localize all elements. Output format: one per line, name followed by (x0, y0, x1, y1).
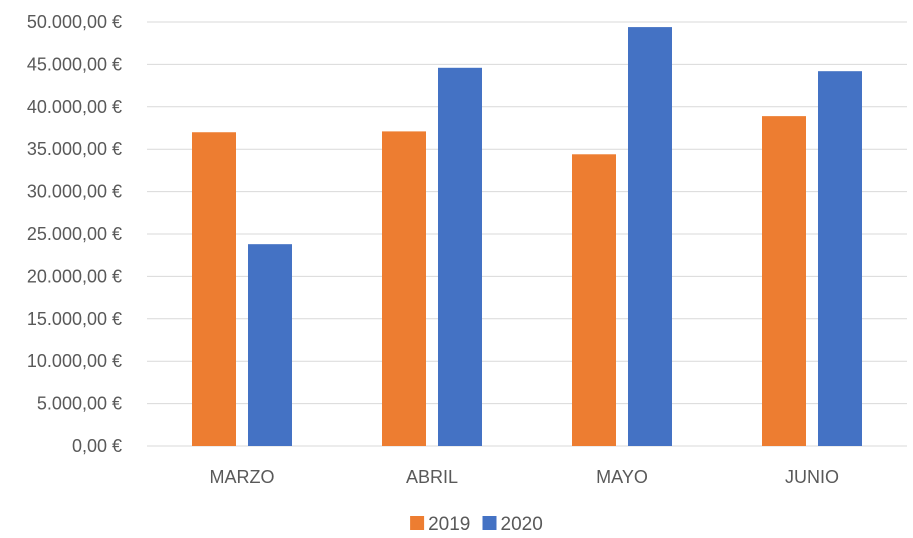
bar-2020-mayo (628, 27, 672, 446)
legend-swatch-2019 (410, 516, 425, 530)
legend-label-2020: 2020 (501, 514, 543, 535)
bars (192, 27, 862, 447)
x-axis-category-labels: MARZO ABRIL MAYO JUNIO (210, 467, 840, 487)
legend-label-2019: 2019 (428, 514, 470, 535)
y-tick-label: 35.000,00 € (27, 139, 122, 159)
y-tick-label: 25.000,00 € (27, 224, 122, 244)
bar-2020-marzo (248, 244, 292, 446)
y-tick-label: 5.000,00 € (37, 394, 122, 414)
legend: 2019 2020 (410, 514, 543, 535)
y-axis-tick-labels: 0,00 € 5.000,00 € 10.000,00 € 15.000,00 € 20… (27, 12, 122, 456)
bar-2019-junio (762, 116, 806, 447)
bar-2020-abril (438, 67, 482, 447)
bar-2019-abril (382, 131, 426, 446)
y-tick-label: 30.000,00 € (27, 182, 122, 202)
y-tick-label: 45.000,00 € (27, 54, 122, 74)
x-category-label: JUNIO (785, 467, 839, 487)
y-tick-label: 0,00 € (72, 436, 122, 456)
x-category-label: MAYO (596, 467, 648, 487)
y-tick-label: 20.000,00 € (27, 266, 122, 286)
y-tick-label: 50.000,00 € (27, 12, 122, 32)
y-tick-label: 15.000,00 € (27, 309, 122, 329)
bar-2020-junio (818, 71, 862, 447)
bar-2019-marzo (192, 132, 236, 447)
legend-swatch-2020 (482, 516, 497, 530)
x-category-label: MARZO (210, 467, 275, 487)
x-category-label: ABRIL (406, 467, 458, 487)
bar-2019-mayo (572, 154, 616, 446)
y-tick-label: 40.000,00 € (27, 97, 122, 117)
y-tick-label: 10.000,00 € (27, 351, 122, 371)
